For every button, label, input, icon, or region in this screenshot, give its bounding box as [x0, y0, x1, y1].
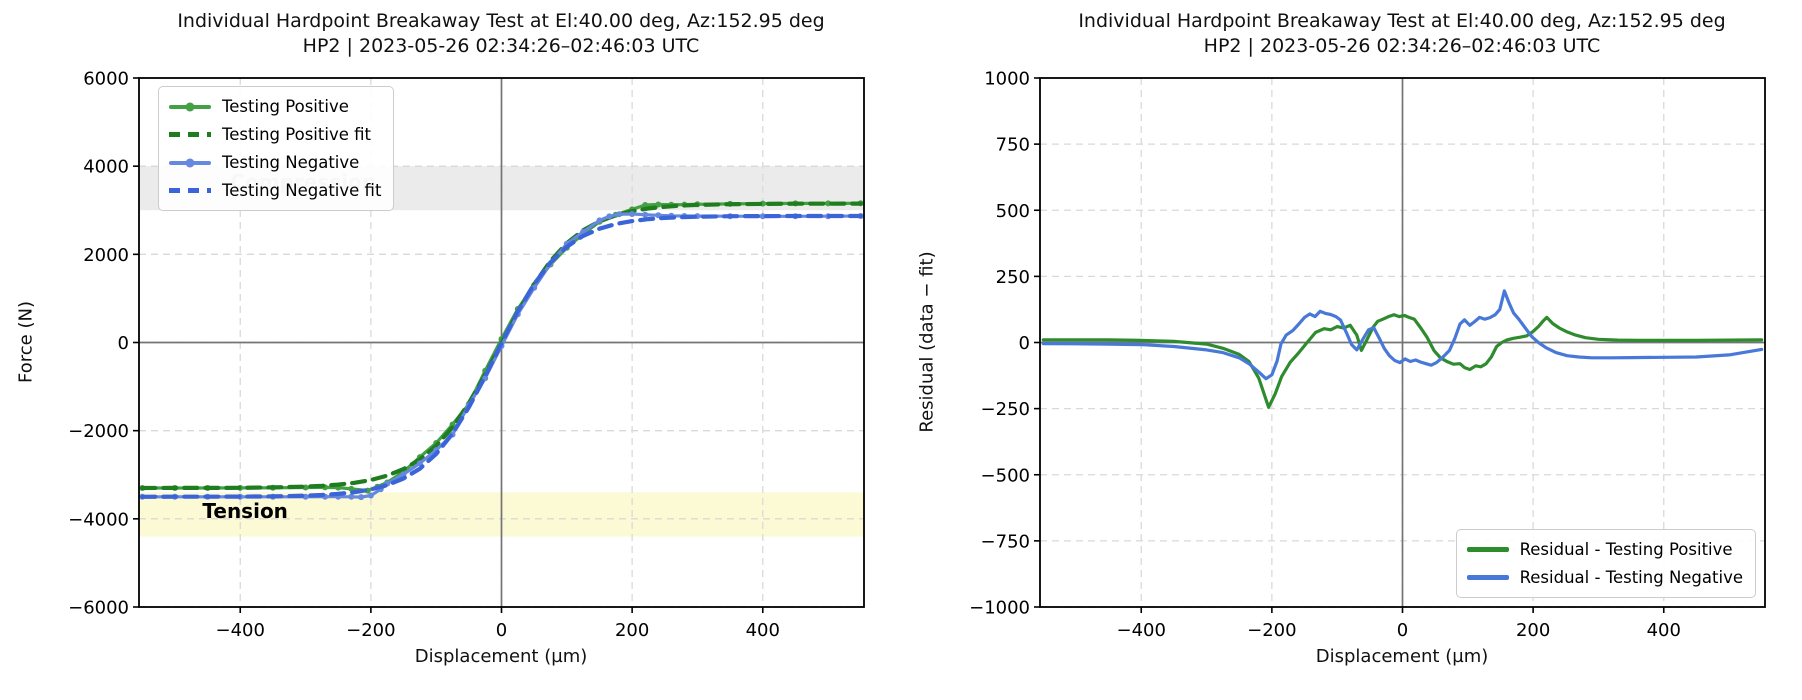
marker-dot	[606, 213, 613, 220]
x-axis-label: Displacement (µm)	[1315, 646, 1489, 667]
y-tick-label: 0	[1019, 333, 1030, 354]
legend-item-label: Testing Negative	[222, 153, 360, 172]
y-tick-label: −1000	[969, 598, 1030, 619]
legend-swatch-solid-marker	[169, 101, 211, 113]
legend-item: Testing Positive	[169, 94, 381, 119]
x-tick-label: −200	[346, 620, 395, 641]
y-tick-label: −4000	[68, 509, 129, 530]
y-tick-label: −750	[981, 531, 1030, 552]
legend-item-label: Residual - Testing Positive	[1519, 540, 1733, 559]
marker-dot	[629, 211, 636, 217]
x-tick-label: 200	[615, 620, 649, 641]
legend-marker-dot	[185, 102, 195, 111]
legend-item: Testing Negative	[169, 150, 381, 175]
legend-item-label: Residual - Testing Negative	[1519, 568, 1743, 587]
legend-item-label: Testing Positive fit	[222, 125, 371, 144]
y-tick-label: −2000	[68, 421, 129, 442]
chart-title: Individual Hardpoint Breakaway Test at E…	[1078, 9, 1725, 59]
y-tick-label: −6000	[68, 598, 129, 619]
legend-item: Testing Negative fit	[169, 178, 381, 203]
plot-area: −400 −200 0 200 400 −1000 −750 −500 −250 0 250 500 7…	[969, 69, 1766, 641]
y-tick-label: −500	[981, 465, 1030, 486]
series-line-3	[140, 213, 863, 499]
x-tick-label: 400	[1647, 620, 1681, 641]
legend-swatch-dashed	[169, 129, 211, 141]
marker-dot	[348, 493, 355, 500]
legend: Residual - Testing Positive Residual - Te…	[1455, 529, 1756, 598]
y-tick-label: 1000	[984, 69, 1030, 90]
x-tick-label: −200	[1247, 620, 1296, 641]
chart-title-line2: HP2 | 2023-05-26 02:34:26–02:46:03 UTC	[1203, 35, 1601, 57]
chart-title-line1: Individual Hardpoint Breakaway Test at E…	[177, 10, 825, 32]
marker-dot	[616, 211, 623, 218]
x-tick-label: −400	[1117, 620, 1166, 641]
force-displacement-chart: Individual Hardpoint Breakaway Test at E…	[16, 9, 865, 667]
legend-marker-dot	[185, 158, 195, 167]
legend-item: Residual - Testing Negative	[1466, 565, 1743, 590]
legend-swatch-dashed	[169, 185, 211, 197]
marker-dot	[642, 211, 649, 218]
x-tick-label: 0	[1397, 620, 1408, 641]
x-tick-label: 200	[1516, 620, 1550, 641]
y-tick-label: 750	[996, 135, 1030, 156]
legend-swatch-solid-marker	[169, 157, 211, 169]
x-tick-label: −400	[216, 620, 265, 641]
y-tick-label: −250	[981, 399, 1030, 420]
y-tick-label: 2000	[83, 245, 129, 266]
legend-swatch-solid-thick	[1466, 544, 1509, 556]
legend-item-label: Testing Negative fit	[222, 181, 382, 200]
y-tick-label: 250	[996, 267, 1030, 288]
y-tick-label: 6000	[83, 69, 129, 90]
legend-item-label: Testing Positive	[222, 97, 349, 116]
series-line-1	[1041, 289, 1764, 381]
legend-item: Residual - Testing Positive	[1466, 537, 1743, 562]
chart-title: Individual Hardpoint Breakaway Test at E…	[177, 9, 824, 59]
marker-dot	[358, 494, 365, 501]
series-line-0	[1041, 313, 1764, 409]
y-tick-label: 0	[118, 333, 129, 354]
x-tick-label: 400	[746, 620, 780, 641]
x-axis-label: Displacement (µm)	[414, 646, 588, 667]
legend-item: Testing Positive fit	[169, 122, 381, 147]
chart-title-line2: HP2 | 2023-05-26 02:34:26–02:46:03 UTC	[302, 35, 700, 57]
legend: Testing Positive Testing Positive fit Test…	[158, 86, 395, 211]
plot-area: CompressionTension−400−2000200400−6000−4…	[68, 69, 865, 641]
marker-dot	[596, 217, 603, 224]
residual-chart: Individual Hardpoint Breakaway Test at E…	[901, 0, 1802, 700]
marker-dot	[759, 213, 766, 220]
marker-dot	[367, 492, 374, 499]
y-tick-label: 4000	[83, 157, 129, 178]
marker-dot	[655, 201, 662, 208]
chart-title-line1: Individual Hardpoint Breakaway Test at E…	[1078, 10, 1726, 32]
band-label: Tension	[202, 499, 288, 523]
marker-dot	[642, 202, 649, 208]
x-tick-label: 0	[496, 620, 507, 641]
legend-swatch-solid-thick	[1466, 572, 1509, 584]
y-tick-label: 500	[996, 201, 1030, 222]
